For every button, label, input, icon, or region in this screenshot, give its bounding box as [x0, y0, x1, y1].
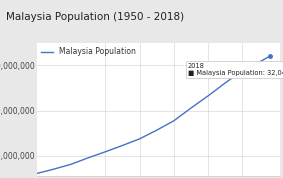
- Legend: Malaysia Population: Malaysia Population: [40, 46, 137, 57]
- Text: 2018
■ Malaysia Population: 32,042,458: 2018 ■ Malaysia Population: 32,042,458: [188, 63, 283, 76]
- Text: Malaysia Population (1950 - 2018): Malaysia Population (1950 - 2018): [6, 12, 184, 22]
